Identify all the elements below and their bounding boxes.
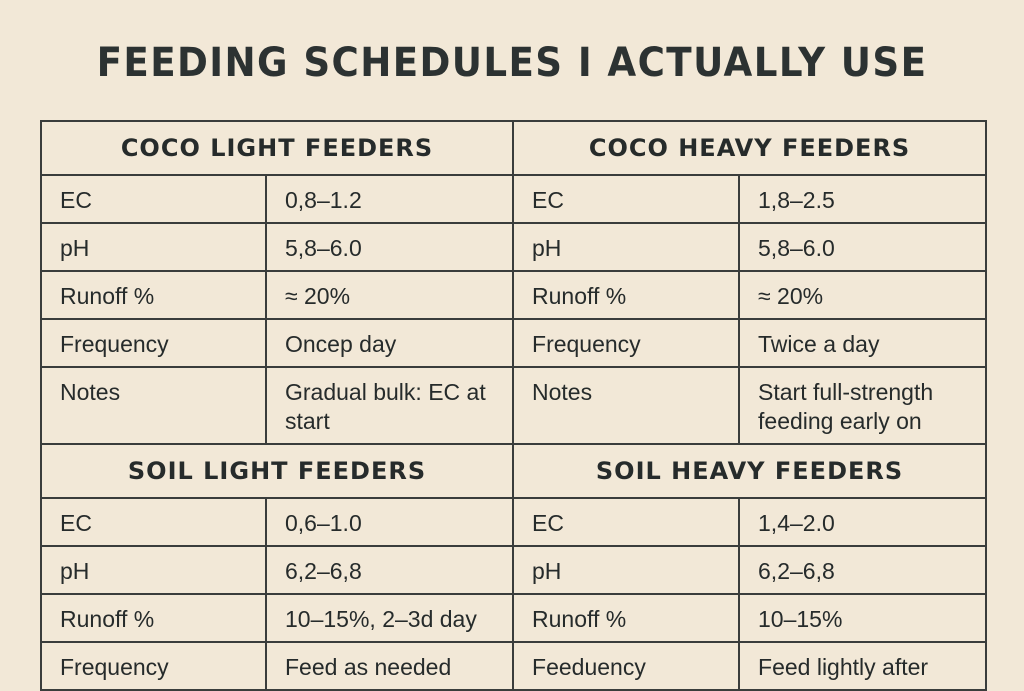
row-label: EC bbox=[512, 174, 741, 224]
row-value: 5,8–6.0 bbox=[738, 222, 988, 272]
row-value: 1,4–2.0 bbox=[738, 497, 988, 547]
table-row: EC 0,8–1.2 EC 1,8–2.5 bbox=[40, 174, 988, 224]
table-row: Runoff % 10–15%, 2–3d day Runoff % 10–15% bbox=[40, 593, 988, 643]
row-label: Frequency bbox=[512, 318, 741, 368]
table-row: Runoff % ≈ 20% Runoff % ≈ 20% bbox=[40, 270, 988, 320]
row-label: EC bbox=[40, 174, 267, 224]
row-value: 0,6–1.0 bbox=[264, 497, 515, 547]
section-heading: COCO HEAVY FEEDERS bbox=[512, 120, 988, 176]
table-row: pH 5,8–6.0 pH 5,8–6.0 bbox=[40, 222, 988, 272]
row-label: Notes bbox=[512, 366, 741, 445]
row-label: Runoff % bbox=[40, 593, 267, 643]
row-value: Twice a day bbox=[738, 318, 988, 368]
row-label: EC bbox=[512, 497, 741, 547]
section-header-row: COCO LIGHT FEEDERS COCO HEAVY FEEDERS bbox=[39, 120, 988, 176]
row-value: 5,8–6.0 bbox=[264, 222, 515, 272]
row-value: 10–15%, 2–3d day bbox=[264, 593, 515, 643]
table-row: Frequency Oncep day Frequency Twice a day bbox=[40, 318, 988, 368]
row-label: pH bbox=[512, 545, 741, 595]
row-label: Frequency bbox=[40, 318, 267, 368]
row-label: Runoff % bbox=[40, 270, 267, 320]
row-value: 6,2–6,8 bbox=[264, 545, 515, 595]
row-label: Runoff % bbox=[512, 270, 741, 320]
section-heading: COCO LIGHT FEEDERS bbox=[39, 120, 515, 176]
page-title: FEEDING SCHEDULES I ACTUALLY USE bbox=[96, 40, 928, 86]
feeding-schedule-table: COCO LIGHT FEEDERS COCO HEAVY FEEDERS EC 0,… bbox=[39, 120, 988, 691]
section-heading: SOIL HEAVY FEEDERS bbox=[512, 443, 988, 499]
row-label: EC bbox=[40, 497, 267, 547]
section-header-row: SOIL LIGHT FEEDERS SOIL HEAVY FEEDERS bbox=[39, 443, 988, 499]
row-label: pH bbox=[512, 222, 741, 272]
row-value: ≈ 20% bbox=[264, 270, 515, 320]
row-label: pH bbox=[40, 545, 267, 595]
row-value: Gradual bulk: EC at start bbox=[264, 366, 515, 445]
row-value: 0,8–1.2 bbox=[264, 174, 515, 224]
row-value: Oncep day bbox=[264, 318, 515, 368]
row-value: ≈ 20% bbox=[738, 270, 988, 320]
row-value: 1,8–2.5 bbox=[738, 174, 988, 224]
row-value: 10–15% bbox=[738, 593, 988, 643]
row-label: pH bbox=[40, 222, 267, 272]
row-label: Runoff % bbox=[512, 593, 741, 643]
table-row: Notes Gradual bulk: EC at start Notes Start… bbox=[40, 366, 988, 445]
table-row: EC 0,6–1.0 EC 1,4–2.0 bbox=[40, 497, 988, 547]
section-heading: SOIL LIGHT FEEDERS bbox=[39, 443, 515, 499]
row-value: Start full-strength feeding early on bbox=[738, 366, 988, 445]
table-row: pH 6,2–6,8 pH 6,2–6,8 bbox=[40, 545, 988, 595]
row-label: Notes bbox=[40, 366, 267, 445]
row-value: 6,2–6,8 bbox=[738, 545, 988, 595]
